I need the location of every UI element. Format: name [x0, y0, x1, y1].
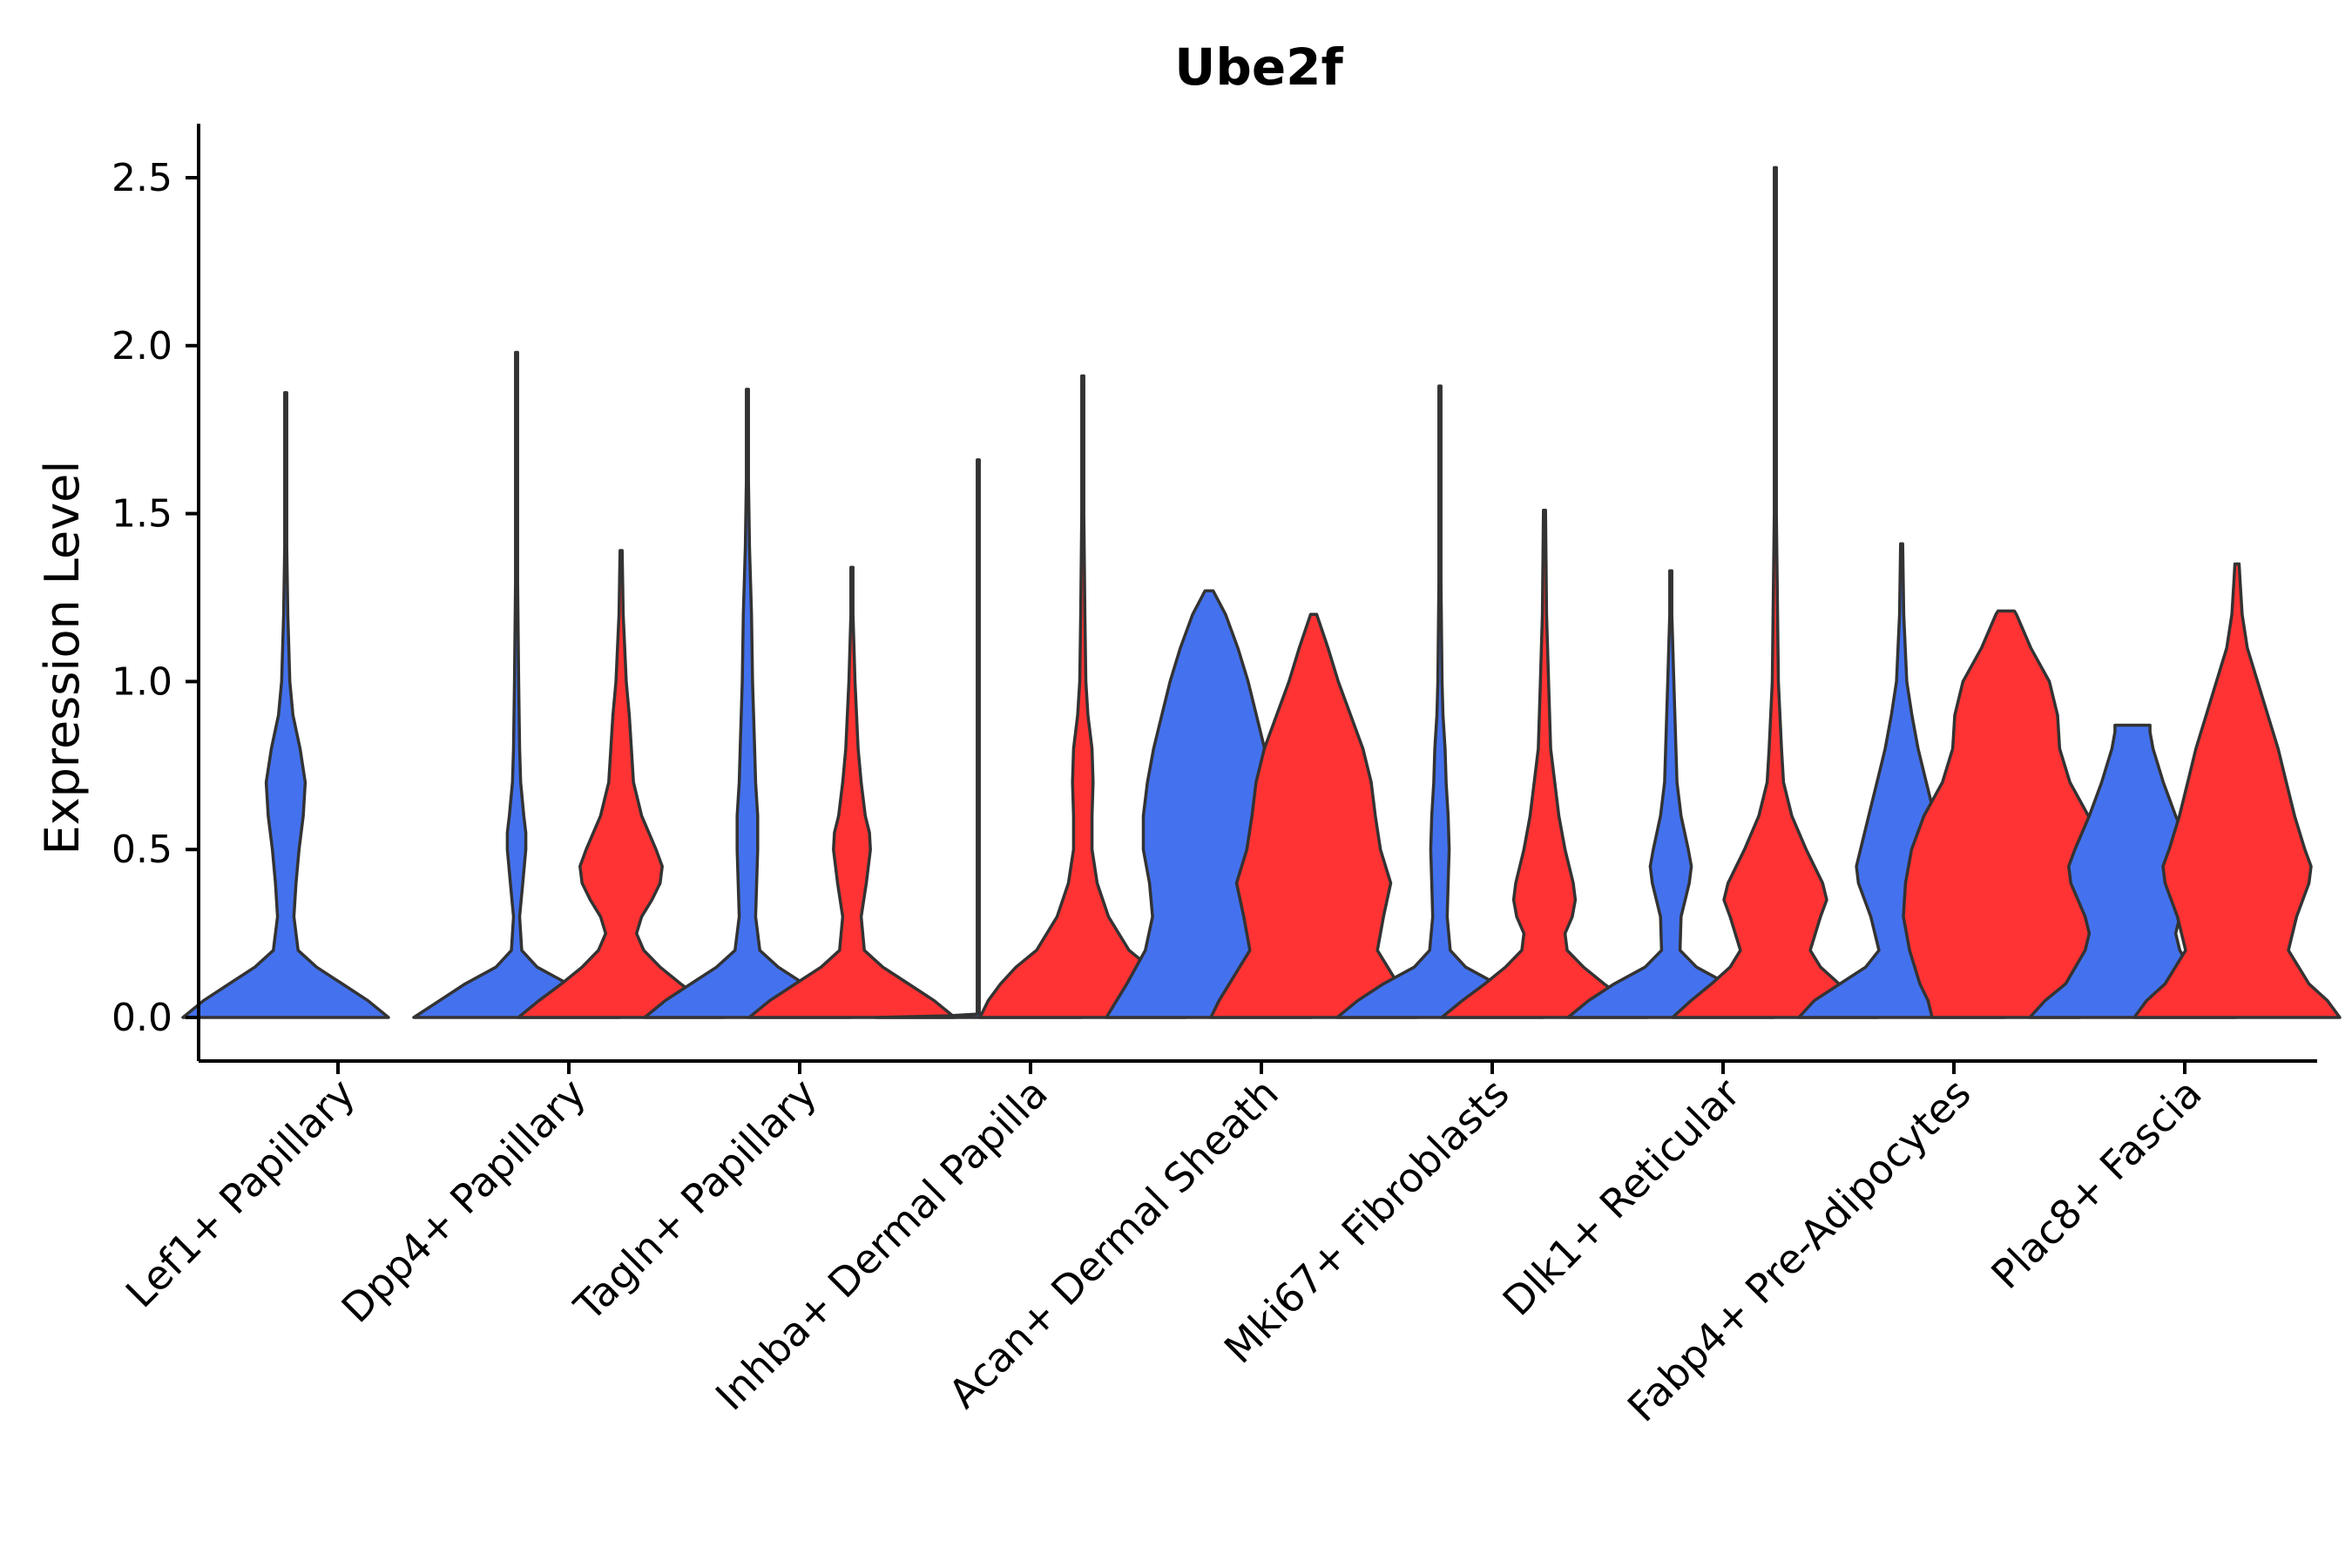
violin-group: [181, 166, 2342, 1019]
y-tick-label: 2.5: [112, 156, 172, 200]
violin-group1-2: [412, 350, 621, 1019]
violin-group2-7: [1671, 166, 1880, 1019]
violin-group2-3: [747, 565, 956, 1019]
y-tick-label: 2.0: [112, 324, 172, 368]
violin-group1-3: [643, 388, 852, 1019]
violin-group1-7: [1566, 569, 1775, 1019]
x-category-label: Dpp4+ Papillary: [333, 1070, 595, 1332]
y-tick-label: 1.0: [112, 659, 172, 704]
x-category-label: Plac8+ Fascia: [1982, 1070, 2210, 1298]
x-category-label: Lef1+ Papillary: [117, 1070, 364, 1317]
violin-group2-9: [2132, 562, 2342, 1019]
violin-group1-4: [874, 458, 1083, 1019]
x-category-label: Dlk1+ Reticular: [1494, 1070, 1749, 1325]
violin-group1-1: [181, 391, 390, 1019]
y-tick-label: 0.5: [112, 828, 172, 872]
x-category-label: Tagln+ Papillary: [564, 1070, 826, 1331]
y-tick-label: 0.0: [112, 996, 172, 1040]
chart-title: Ube2f: [1174, 37, 1343, 97]
violin-group2-4: [978, 374, 1187, 1019]
y-axis-label: Expression Level: [35, 461, 90, 855]
violin-group2-2: [517, 549, 726, 1019]
violin-group2-5: [1209, 612, 1418, 1019]
violin-group2-6: [1440, 508, 1649, 1019]
y-axis: 0.0 0.5 1.0 1.5 2.0 2.5: [112, 124, 200, 1061]
violin-group1-6: [1335, 384, 1544, 1019]
y-tick-label: 1.5: [112, 492, 172, 537]
violin-group2-8: [1902, 609, 2111, 1019]
